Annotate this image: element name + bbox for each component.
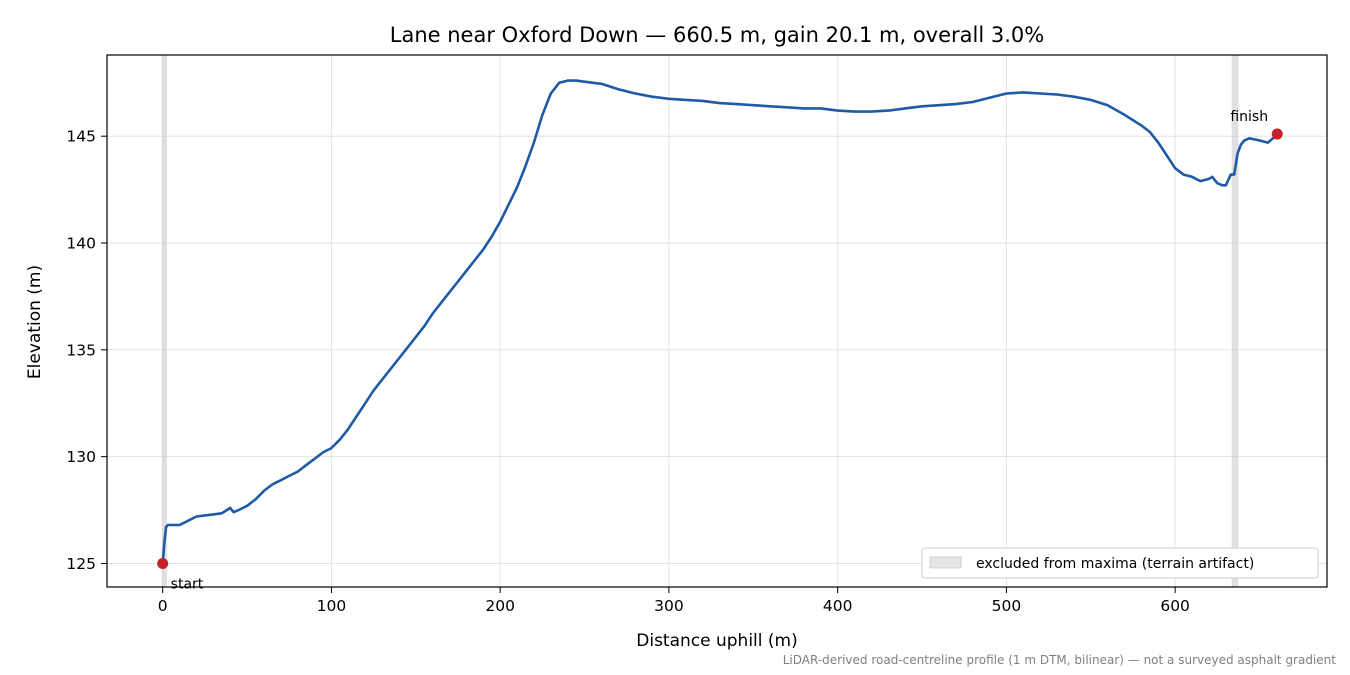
x-tick-label: 300 (654, 597, 684, 615)
y-axis-ticks: 125 130 135 140 145 (66, 128, 107, 573)
y-tick-label: 135 (66, 341, 96, 359)
plot-frame (106, 54, 1328, 588)
x-tick-label: 600 (1160, 597, 1190, 615)
y-tick-label: 130 (66, 448, 96, 466)
x-axis-label: Distance uphill (m) (636, 631, 797, 651)
finish-label: finish (1230, 109, 1268, 125)
excluded-bands (161, 55, 1239, 587)
excluded-band (1231, 55, 1239, 587)
plot-area: start finish (106, 54, 1328, 592)
x-tick-label: 400 (823, 597, 853, 615)
chart-footnote: LiDAR-derived road-centreline profile (1… (783, 653, 1337, 667)
x-axis-ticks: 0 100 200 300 400 500 600 (158, 587, 1190, 615)
x-tick-label: 200 (485, 597, 515, 615)
grid (107, 55, 1327, 587)
series-lines (161, 79, 1279, 565)
elevation-line (161, 79, 1279, 565)
legend-entry-excluded: excluded from maxima (terrain artifact) (976, 556, 1254, 572)
y-tick-label: 145 (66, 128, 96, 146)
start-marker (157, 557, 169, 569)
start-label: start (171, 576, 204, 592)
y-tick-label: 125 (66, 555, 96, 573)
y-axis-label: Elevation (m) (25, 265, 45, 379)
legend-swatch (929, 556, 962, 569)
x-tick-label: 100 (317, 597, 347, 615)
x-tick-label: 500 (992, 597, 1022, 615)
endpoint-markers: start finish (157, 109, 1283, 592)
finish-marker (1271, 128, 1283, 140)
excluded-band (161, 55, 167, 587)
chart-title: Lane near Oxford Down — 660.5 m, gain 20… (390, 23, 1044, 47)
legend: excluded from maxima (terrain artifact) (921, 547, 1319, 579)
y-tick-label: 140 (66, 235, 96, 253)
x-tick-label: 0 (158, 597, 168, 615)
legend-box (921, 547, 1319, 579)
